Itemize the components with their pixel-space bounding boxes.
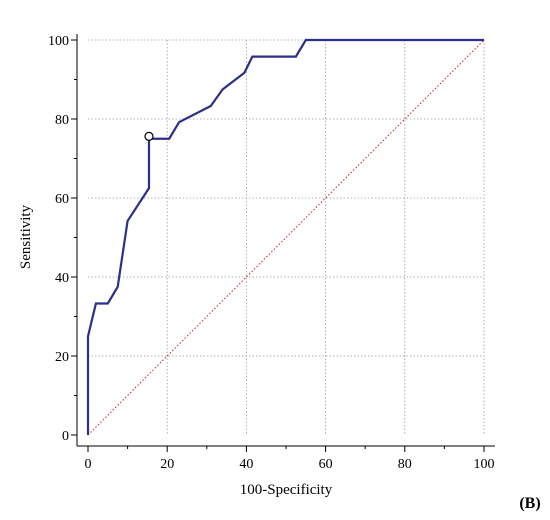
x-tick-label: 20 bbox=[160, 457, 174, 472]
x-tick-label: 60 bbox=[319, 457, 333, 472]
y-tick-label: 20 bbox=[55, 350, 69, 365]
x-tick-label: 40 bbox=[239, 457, 253, 472]
optimal-cutoff-marker bbox=[144, 131, 154, 141]
y-tick-label: 100 bbox=[48, 34, 69, 49]
panel-label: (B) bbox=[519, 495, 540, 512]
x-tick-label: 80 bbox=[398, 457, 412, 472]
grid bbox=[88, 39, 485, 435]
roc-curve bbox=[86, 38, 484, 435]
axes bbox=[76, 34, 495, 447]
x-tick-label: 0 bbox=[85, 457, 92, 472]
y-tick-label: 80 bbox=[55, 113, 69, 128]
reference-diagonal bbox=[87, 39, 485, 436]
x-axis-title: 100-Specificity bbox=[240, 482, 333, 498]
ticks: 0 20 40 60 80 100 0 20 40 60 80 100 bbox=[48, 34, 495, 472]
plot-area bbox=[86, 38, 485, 436]
y-tick-label: 60 bbox=[55, 192, 69, 207]
x-tick-label: 100 bbox=[474, 457, 495, 472]
y-tick-label: 40 bbox=[55, 271, 69, 286]
y-tick-label: 0 bbox=[62, 429, 69, 444]
y-axis-title: Sensitivity bbox=[18, 204, 34, 269]
